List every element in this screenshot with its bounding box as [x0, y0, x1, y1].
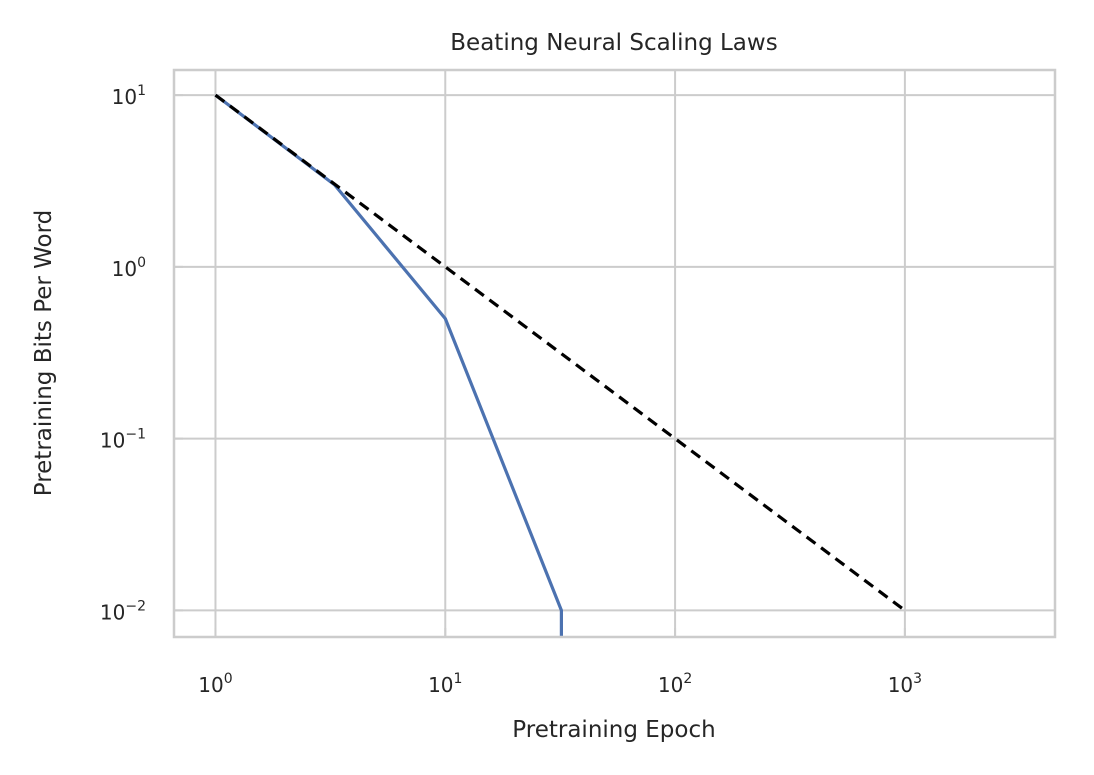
x-tick-label: 100 [198, 671, 232, 697]
x-tick-label: 101 [428, 671, 462, 697]
tick-layer: 100 101 102 103 101 100 10−1 10−2 [100, 83, 922, 697]
x-tick-label: 103 [888, 671, 922, 697]
grid-layer [174, 70, 1055, 637]
plot-frame [172, 68, 1057, 639]
y-tick-label: 10−1 [100, 427, 146, 453]
y-tick-label: 10−2 [100, 598, 146, 624]
x-tick-label: 102 [658, 671, 692, 697]
x-axis-label: Pretraining Epoch [512, 717, 715, 743]
observed-scaling-line [214, 93, 564, 637]
y-tick-label: 101 [112, 83, 146, 109]
y-tick-label: 100 [112, 255, 146, 281]
y-axis-label: Pretraining Bits Per Word [31, 210, 57, 497]
chart-title: Beating Neural Scaling Laws [450, 30, 777, 56]
reference-scaling-line [214, 93, 906, 612]
series-layer [214, 93, 906, 637]
